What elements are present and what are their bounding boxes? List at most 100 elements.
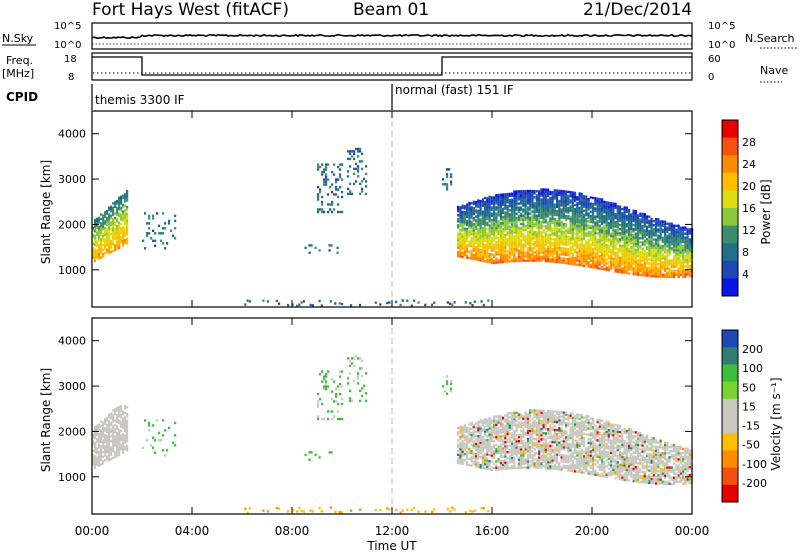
- heatmap-cell: [643, 260, 646, 263]
- heatmap-cell: [321, 200, 324, 204]
- heatmap-cell: [580, 260, 583, 263]
- heatmap-cell: [544, 438, 547, 441]
- heatmap-cell: [531, 206, 534, 209]
- heatmap-cell: [605, 455, 608, 458]
- heatmap-cell: [616, 213, 619, 216]
- heatmap-cell: [668, 261, 671, 264]
- heatmap-cell: [553, 242, 556, 245]
- heatmap-cell: [446, 188, 449, 191]
- heatmap-cell: [569, 459, 572, 462]
- heatmap-cell: [481, 442, 484, 445]
- heatmap-cell: [623, 232, 626, 236]
- heatmap-cell: [531, 427, 534, 430]
- heatmap-cell: [601, 444, 604, 447]
- heatmap-cell: [592, 249, 595, 253]
- heatmap-cell: [361, 190, 364, 193]
- heatmap-cell: [607, 457, 610, 460]
- heatmap-cell: [302, 300, 305, 303]
- heatmap-cell: [630, 266, 633, 269]
- heatmap-cell: [607, 217, 610, 221]
- heatmap-cell: [529, 460, 532, 463]
- heatmap-cell: [463, 233, 466, 236]
- heatmap-cell: [569, 191, 572, 194]
- heatmap-cell: [479, 431, 482, 434]
- heatmap-cell: [670, 273, 673, 277]
- heatmap-cell: [102, 223, 105, 226]
- heatmap-cell: [468, 203, 471, 207]
- heatmap-cell: [508, 215, 511, 218]
- heatmap-cell: [493, 446, 496, 449]
- heatmap-cell: [578, 218, 581, 222]
- heatmap-cell: [511, 450, 514, 453]
- heatmap-cell: [520, 448, 523, 451]
- heatmap-cell: [535, 257, 538, 260]
- heatmap-cell: [481, 421, 484, 425]
- heatmap-cell: [388, 301, 391, 304]
- heatmap-cell: [556, 457, 559, 460]
- heatmap-cell: [112, 231, 115, 235]
- heatmap-cell: [493, 206, 496, 209]
- heatmap-cell: [558, 230, 561, 233]
- heatmap-cell: [567, 227, 570, 230]
- heatmap-cell: [126, 221, 129, 225]
- heatmap-cell: [347, 150, 350, 153]
- heatmap-cell: [359, 192, 362, 196]
- heatmap-cell: [544, 466, 547, 470]
- heatmap-cell: [484, 223, 487, 226]
- heatmap-cell: [664, 269, 667, 272]
- heatmap-cell: [646, 221, 649, 224]
- heatmap-cell: [544, 243, 547, 246]
- heatmap-cell: [574, 199, 577, 203]
- heatmap-cell: [571, 234, 574, 237]
- heatmap-cell: [607, 205, 610, 209]
- heatmap-cell: [495, 261, 498, 264]
- heatmap-cell: [578, 216, 581, 220]
- heatmap-cell: [562, 206, 565, 209]
- heatmap-cell: [603, 237, 606, 240]
- heatmap-cell: [529, 230, 532, 234]
- heatmap-cell: [457, 431, 460, 434]
- heatmap-cell: [630, 252, 633, 255]
- heatmap-cell: [490, 466, 493, 469]
- heatmap-cell: [513, 413, 516, 417]
- heatmap-cell: [560, 242, 563, 246]
- heatmap-cell: [583, 209, 586, 212]
- heatmap-cell: [639, 255, 642, 258]
- heatmap-cell: [122, 203, 125, 206]
- heatmap-cell: [592, 465, 595, 468]
- heatmap-cell: [490, 431, 493, 435]
- heatmap-cell: [470, 255, 473, 258]
- heatmap-cell: [486, 418, 489, 421]
- heatmap-cell: [106, 235, 109, 238]
- heatmap-cell: [648, 272, 651, 275]
- heatmap-cell: [102, 219, 105, 222]
- heatmap-cell: [529, 222, 532, 225]
- heatmap-cell: [102, 253, 105, 256]
- heatmap-cell: [517, 243, 520, 246]
- heatmap-cell: [475, 426, 478, 429]
- heatmap-cell: [488, 203, 491, 207]
- heatmap-cell: [526, 423, 529, 426]
- heatmap-cell: [587, 257, 590, 260]
- heatmap-cell: [475, 246, 478, 249]
- heatmap-cell: [565, 458, 568, 462]
- heatmap-cell: [497, 427, 500, 430]
- heatmap-cell: [531, 198, 534, 201]
- heatmap-cell: [542, 255, 545, 259]
- heatmap-cell: [551, 420, 554, 423]
- heatmap-cell: [565, 430, 568, 433]
- heatmap-cell: [472, 241, 475, 244]
- heatmap-cell: [490, 196, 493, 199]
- heatmap-cell: [484, 444, 487, 447]
- heatmap-cell: [513, 444, 516, 447]
- heatmap-cell: [603, 253, 606, 257]
- heatmap-cell: [515, 452, 518, 455]
- heatmap-cell: [110, 250, 113, 254]
- heatmap-cell: [122, 196, 125, 200]
- heatmap-cell: [562, 253, 565, 256]
- heatmap-cell: [616, 223, 619, 226]
- heatmap-cell: [495, 427, 498, 430]
- heatmap-cell: [511, 428, 514, 431]
- heatmap-cell: [511, 458, 514, 462]
